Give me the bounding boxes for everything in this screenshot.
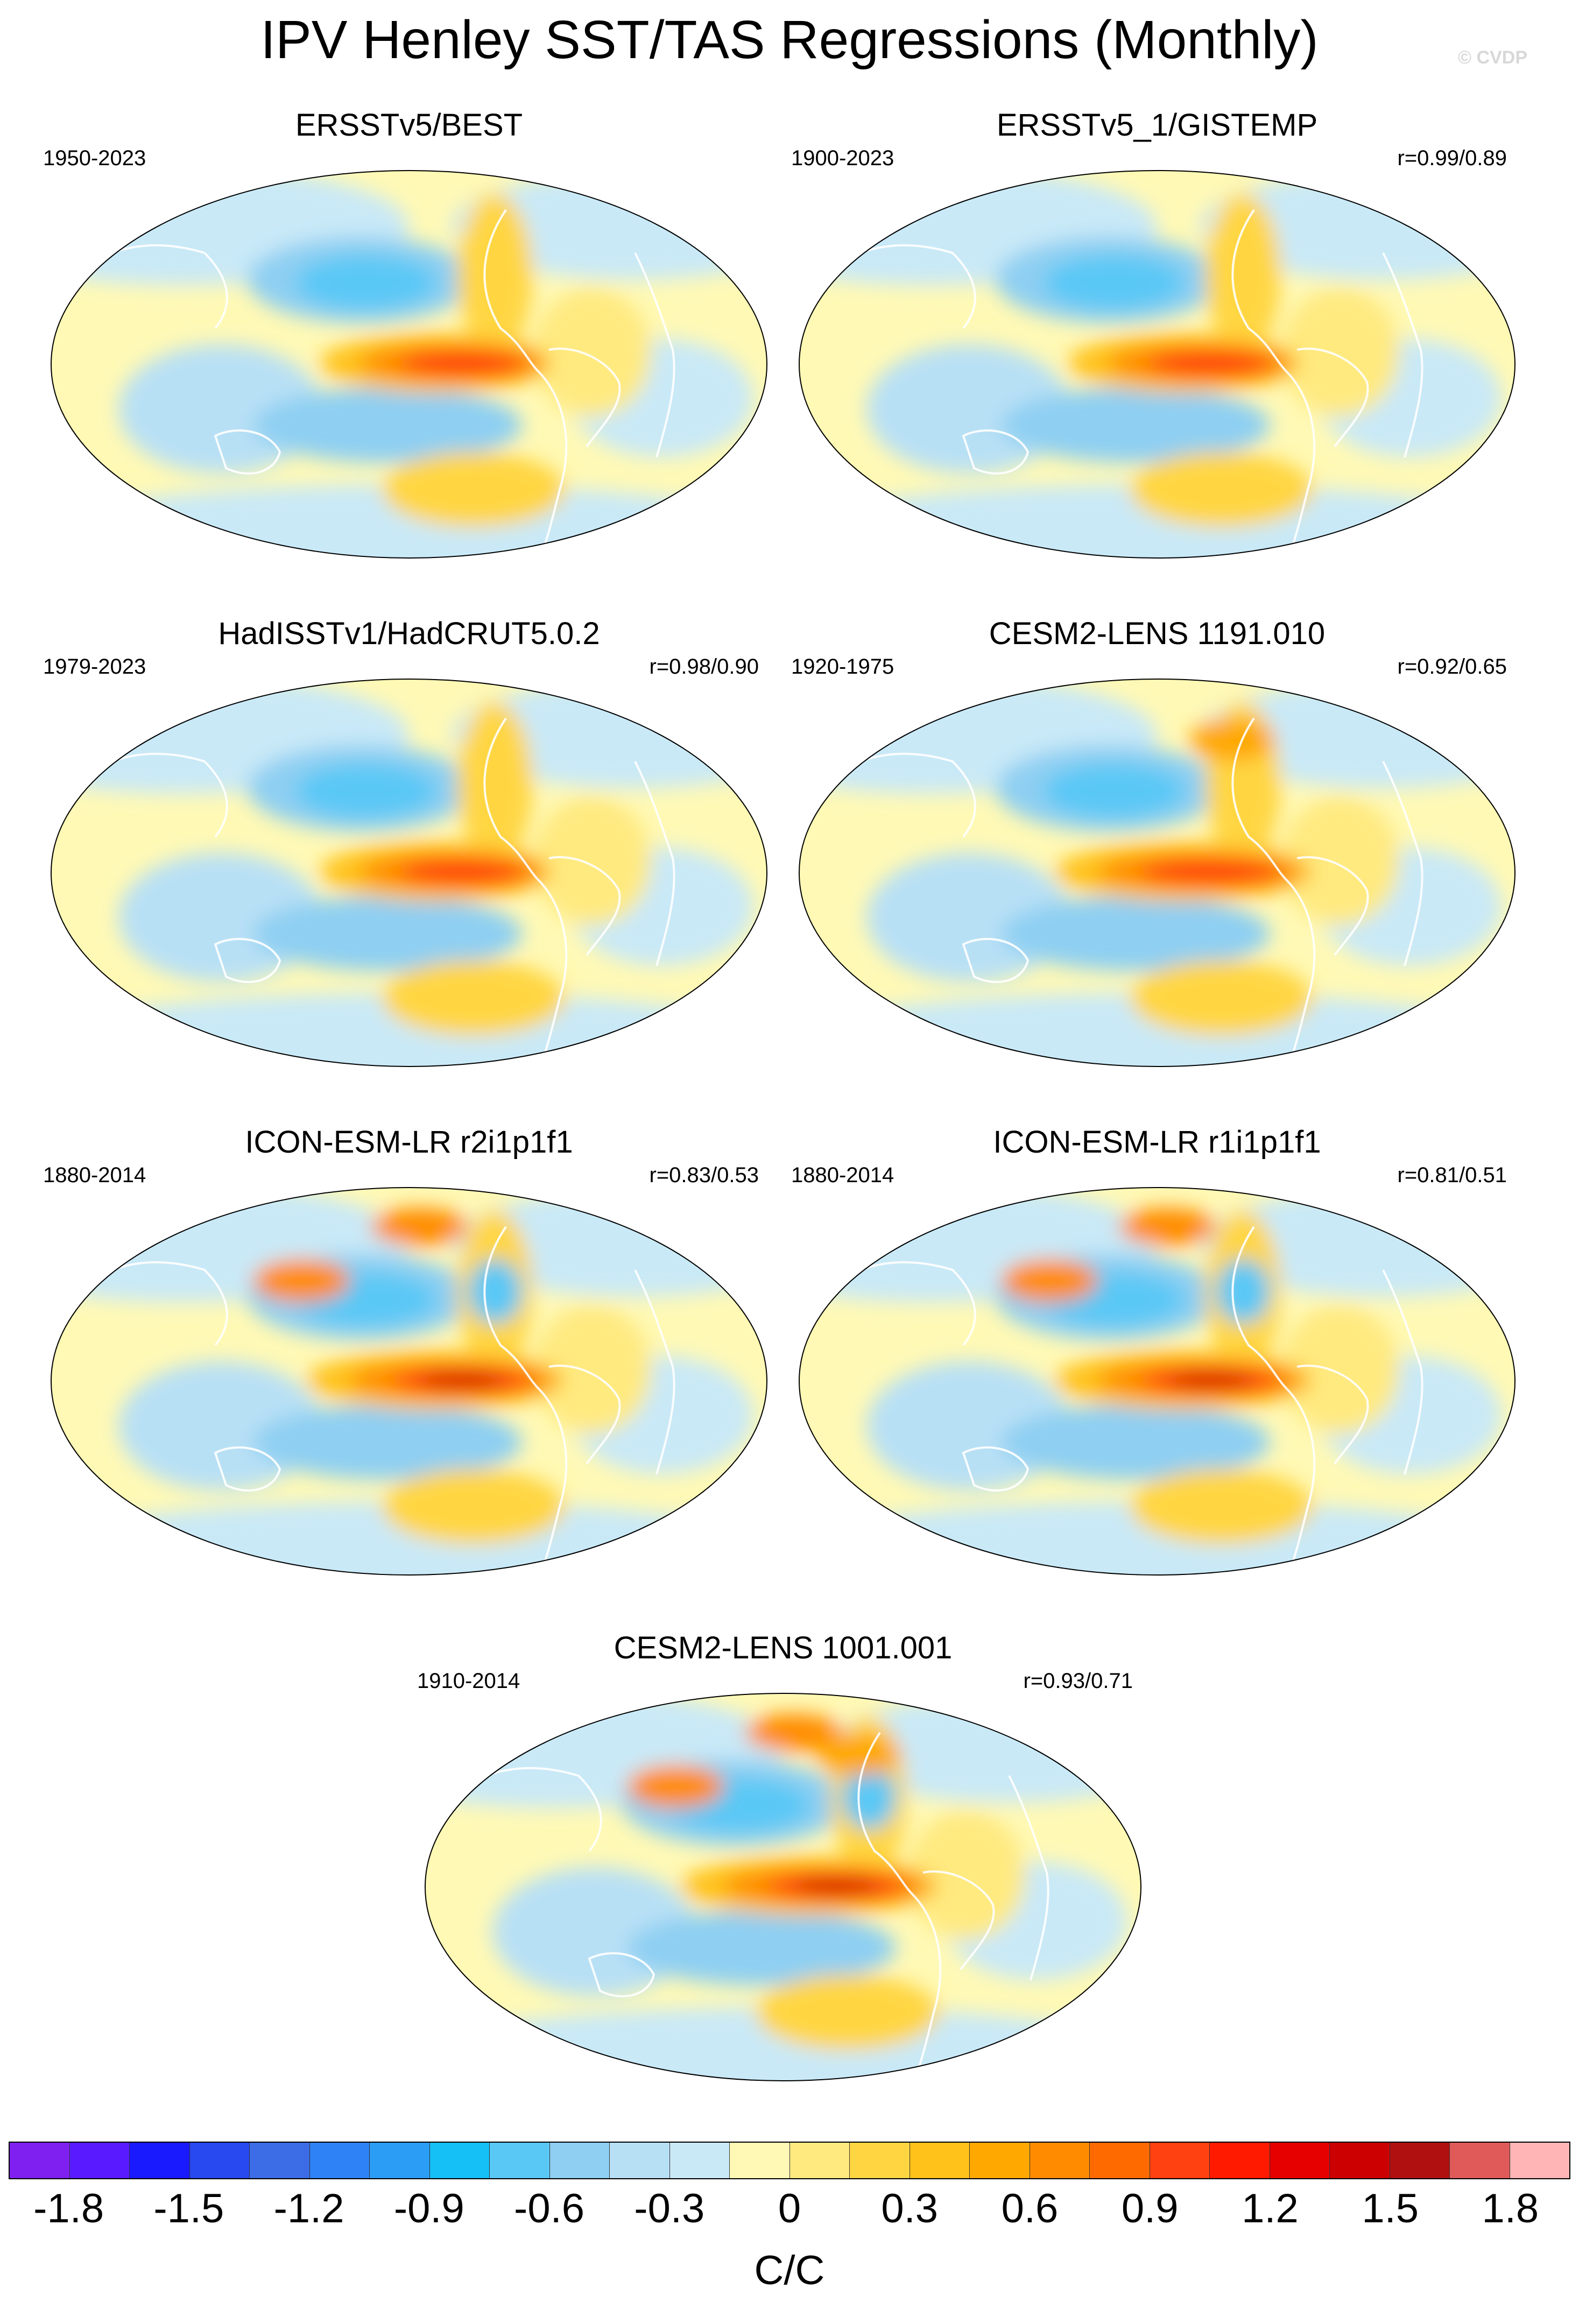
colorbar-tick-label: 1.8 (1482, 2186, 1539, 2231)
panel-title: ICON-ESM-LR r1i1p1f1 (993, 1125, 1321, 1160)
colorbar-tick-label: -0.9 (393, 2186, 464, 2231)
colorbar-cell (669, 2143, 730, 2178)
map-panel: ERSSTv5/BEST 1950-2023 (43, 108, 775, 562)
map-panel: ICON-ESM-LR r2i1p1f1 1880-2014 r=0.83/0.… (43, 1125, 775, 1579)
colorbar-cell (730, 2143, 790, 2178)
colorbar-cell (610, 2143, 670, 2178)
colorbar-cell (790, 2143, 850, 2178)
colorbar-cell (189, 2143, 250, 2178)
colorbar-tick-label: 1.5 (1362, 2186, 1419, 2231)
panel-correlation: r=0.83/0.53 (649, 1163, 759, 1187)
colorbar-tick-label: -0.6 (514, 2186, 585, 2231)
colorbar-cell (370, 2143, 430, 2178)
colorbar-cell (1030, 2143, 1090, 2178)
colorbar-tick-label: -1.5 (153, 2186, 224, 2231)
colorbar-cell (1390, 2143, 1450, 2178)
colorbar-tick-label: 0 (778, 2186, 801, 2231)
colorbar-cell (970, 2143, 1030, 2178)
colorbar-cell (1450, 2143, 1510, 2178)
panel-period: 1979-2023 (43, 655, 146, 679)
colorbar-tick-label: 0.6 (1001, 2186, 1059, 2231)
colorbar-cell (850, 2143, 910, 2178)
map-panel: ICON-ESM-LR r1i1p1f1 1880-2014 r=0.81/0.… (791, 1125, 1523, 1579)
panel-period: 1880-2014 (43, 1163, 146, 1187)
colorbar-cell (69, 2143, 130, 2178)
panel-period: 1900-2023 (791, 146, 894, 170)
map-panel: CESM2-LENS 1001.001 1910-2014 r=0.93/0.7… (417, 1630, 1149, 2085)
map-panel: CESM2-LENS 1191.010 1920-1975 r=0.92/0.6… (791, 616, 1523, 1071)
colorbar-cell (1510, 2143, 1569, 2178)
colorbar-cell (1210, 2143, 1270, 2178)
panel-title: CESM2-LENS 1001.001 (614, 1630, 953, 1665)
colorbar-cell (1090, 2143, 1150, 2178)
panel-period: 1950-2023 (43, 146, 146, 170)
colorbar-tick-label: -1.8 (33, 2186, 104, 2231)
colorbar-cell (490, 2143, 550, 2178)
main-title: IPV Henley SST/TAS Regressions (Monthly) (260, 10, 1319, 70)
panel-period: 1920-1975 (791, 655, 894, 679)
colorbar-cell (250, 2143, 310, 2178)
panel-correlation: r=0.99/0.89 (1397, 146, 1507, 170)
panel-correlation: r=0.92/0.65 (1397, 655, 1507, 679)
panel-title: HadISSTv1/HadCRUT5.0.2 (218, 616, 600, 651)
colorbar-cell (1270, 2143, 1330, 2178)
panel-title: CESM2-LENS 1191.010 (989, 616, 1326, 651)
map-panel: HadISSTv1/HadCRUT5.0.2 1979-2023 r=0.98/… (43, 616, 775, 1071)
colorbar-cell (309, 2143, 370, 2178)
colorbar-tick-label: 0.3 (881, 2186, 939, 2231)
colorbar-tick-label: -1.2 (273, 2186, 344, 2231)
colorbar (9, 2142, 1570, 2179)
panel-period: 1910-2014 (417, 1669, 520, 1693)
colorbar-units: C/C (754, 2248, 825, 2293)
panel-title: ICON-ESM-LR r2i1p1f1 (245, 1125, 573, 1160)
colorbar-tick-label: -0.3 (634, 2186, 705, 2231)
colorbar-cell (910, 2143, 970, 2178)
panel-correlation: r=0.98/0.90 (649, 655, 759, 679)
colorbar-cell (1150, 2143, 1210, 2178)
panel-correlation: r=0.93/0.71 (1023, 1669, 1133, 1693)
panel-period: 1880-2014 (791, 1163, 894, 1187)
colorbar-tick-label: 1.2 (1242, 2186, 1299, 2231)
colorbar-cell (549, 2143, 610, 2178)
colorbar-cell (10, 2143, 70, 2178)
colorbar-tick-label: 0.9 (1121, 2186, 1179, 2231)
map-panel: ERSSTv5_1/GISTEMP 1900-2023 r=0.99/0.89 (791, 108, 1523, 562)
panel-correlation: r=0.81/0.51 (1397, 1163, 1507, 1187)
colorbar-cell (130, 2143, 190, 2178)
colorbar-cell (1330, 2143, 1390, 2178)
panel-title: ERSSTv5/BEST (295, 108, 523, 143)
watermark: © CVDP (1458, 47, 1527, 68)
panel-title: ERSSTv5_1/GISTEMP (996, 108, 1318, 143)
colorbar-cell (429, 2143, 490, 2178)
colorbar-labels: -1.8 -1.5 -1.2 -0.9 -0.6 -0.3 0 0.3 0.6 0.9 1.2 1.5… (9, 2185, 1570, 2233)
